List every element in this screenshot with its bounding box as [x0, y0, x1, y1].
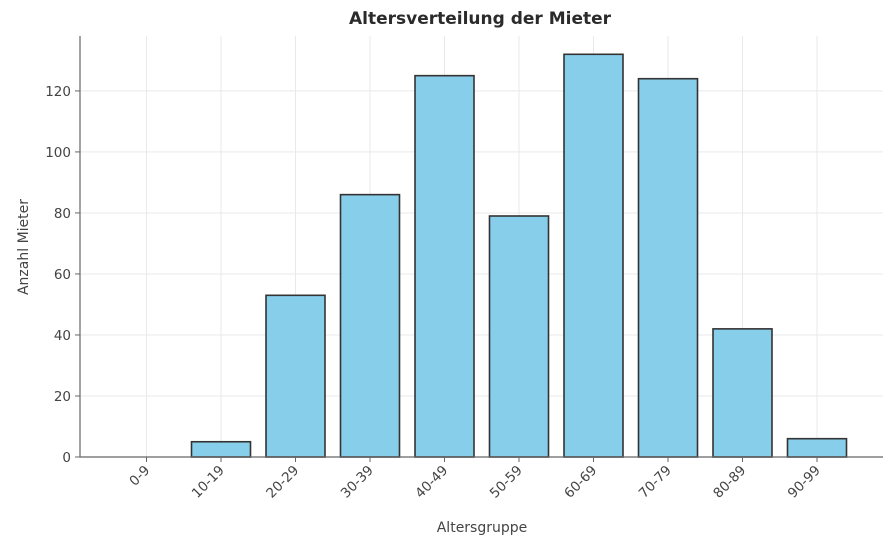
x-tick-label: 90-99 — [785, 463, 824, 502]
x-tick-label: 20-29 — [263, 463, 302, 502]
bar-60-69 — [563, 53, 624, 458]
bar-70-79 — [637, 77, 699, 458]
y-tick-label: 0 — [62, 450, 71, 466]
y-tick-label: 80 — [54, 206, 71, 222]
bar-80-89 — [712, 328, 773, 458]
x-tick-label: 70-79 — [636, 463, 675, 502]
y-tick-label: 120 — [45, 84, 71, 100]
bar-30-39 — [339, 193, 401, 458]
y-tick-label: 20 — [54, 389, 71, 405]
bar-50-59 — [488, 215, 550, 458]
y-axis-label: Anzahl Mieter — [16, 199, 32, 295]
bar-40-49 — [414, 74, 475, 458]
y-axis-ticks: 0 20 40 60 80 100 120 — [45, 84, 80, 466]
y-tick-label: 60 — [54, 267, 71, 283]
bars — [190, 53, 848, 458]
x-tick-label: 60-69 — [561, 463, 600, 502]
x-tick-label: 10-19 — [189, 463, 228, 502]
x-tick-label: 80-89 — [710, 463, 749, 502]
bar-90-99 — [786, 437, 848, 458]
y-tick-label: 100 — [45, 145, 71, 161]
x-axis-ticks: 0-9 10-19 20-29 30-39 40-49 50-59 60-69 70-79 80… — [126, 457, 824, 502]
bar-10-19 — [190, 440, 252, 458]
chart-title: Altersverteilung der Mieter — [349, 9, 612, 29]
x-tick-label: 30-39 — [338, 463, 377, 502]
x-tick-label: 40-49 — [412, 463, 451, 502]
y-tick-label: 40 — [54, 328, 71, 344]
bar-20-29 — [265, 294, 326, 458]
x-axis-label: Altersgruppe — [437, 520, 528, 536]
x-tick-label: 0-9 — [126, 463, 153, 490]
x-tick-label: 50-59 — [487, 463, 526, 502]
